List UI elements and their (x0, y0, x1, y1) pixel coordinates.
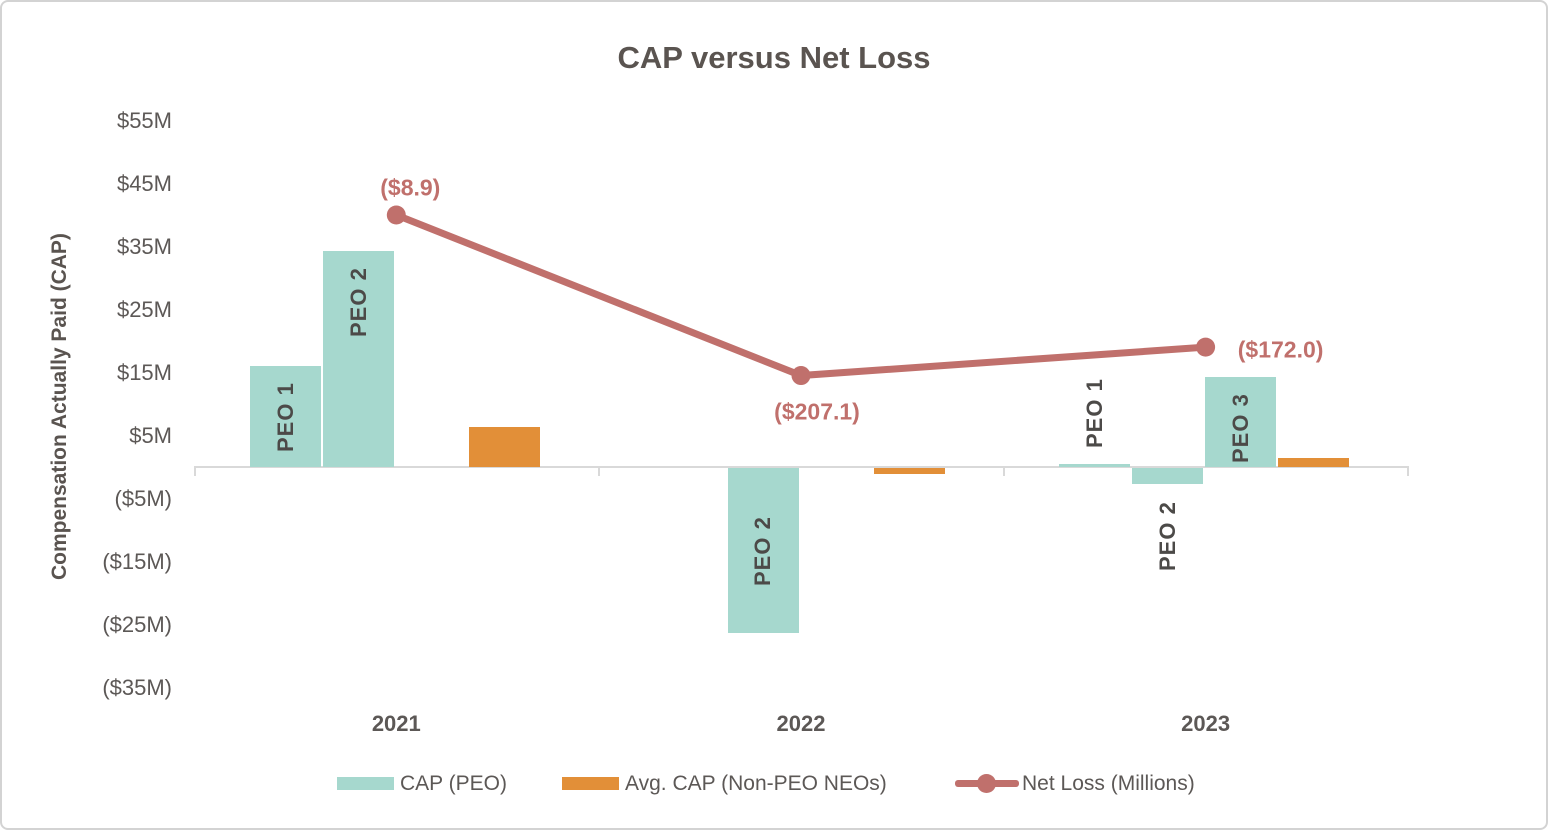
net-loss-data-label: ($8.9) (380, 174, 441, 201)
x-axis-year-label: 2022 (776, 711, 826, 736)
legend-label: CAP (PEO) (400, 772, 507, 795)
bar-label: PEO 2 (1154, 500, 1180, 571)
bar-avg-cap-non-peo (873, 468, 945, 475)
bar-cap-peo (250, 366, 321, 467)
legend-swatch-teal (337, 777, 394, 790)
net-loss-point (791, 366, 811, 386)
bar-label: PEO 2 (750, 515, 776, 586)
chart-title: CAP versus Net Loss (617, 40, 931, 75)
bar-cap-peo (323, 250, 394, 467)
x-axis-year-label: 2023 (1181, 711, 1231, 736)
bar-label: PEO 1 (272, 382, 298, 453)
y-tick-label: $15M (116, 359, 172, 385)
legend-label: Net Loss (Millions) (1022, 772, 1195, 795)
bar-cap-peo (1205, 376, 1277, 467)
legend-line-marker (955, 774, 1019, 793)
x-axis-line (194, 466, 1409, 468)
bar-cap-peo (727, 468, 799, 634)
bar-avg-cap-non-peo (469, 427, 540, 467)
y-tick-label: $55M (116, 107, 172, 133)
x-axis-tick (194, 467, 196, 476)
y-tick-label: ($25M) (102, 611, 172, 637)
y-tick-label: ($15M) (102, 548, 172, 574)
x-axis-year-label: 2021 (371, 711, 421, 736)
legend-line-dot (977, 774, 996, 793)
y-tick-label: ($5M) (114, 485, 172, 511)
x-axis-tick (1003, 467, 1005, 476)
bar-avg-cap-non-peo (1278, 458, 1350, 467)
y-tick-label: $25M (116, 296, 172, 322)
net-loss-data-label: ($207.1) (774, 398, 860, 425)
bar-label: PEO 3 (1227, 393, 1253, 463)
net-loss-data-label: ($172.0) (1237, 336, 1324, 363)
y-tick-label: $5M (129, 422, 172, 448)
bar-label: PEO 2 (345, 267, 371, 337)
legend-swatch-orange (562, 777, 619, 790)
bar-cap-peo (1059, 463, 1131, 467)
bar-label: PEO 1 (1081, 377, 1107, 448)
x-axis-tick (598, 467, 600, 476)
y-tick-label: $35M (116, 233, 172, 259)
net-loss-point (1196, 337, 1216, 357)
net-loss-point (386, 205, 406, 225)
bar-cap-peo (1132, 468, 1204, 484)
x-axis-tick (1407, 467, 1409, 476)
y-tick-label: ($35M) (102, 674, 172, 700)
net-loss-polyline (392, 211, 1210, 380)
legend-label: Avg. CAP (Non-PEO NEOs) (625, 772, 887, 795)
y-tick-label: $45M (116, 170, 172, 196)
